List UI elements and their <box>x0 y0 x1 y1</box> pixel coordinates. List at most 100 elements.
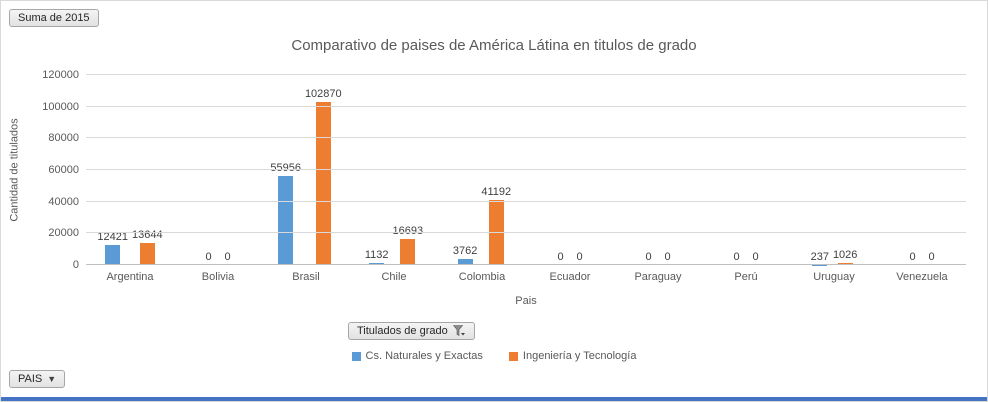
x-tick-label: Argentina <box>106 271 154 283</box>
value-label: 3762 <box>452 245 478 258</box>
y-axis-ticks: 0 20000 40000 60000 80000 100000 120000 <box>31 69 79 271</box>
bar-with-label: 13644 <box>132 229 163 265</box>
bar-with-label: 12421 <box>97 231 128 265</box>
value-label: 0 <box>576 251 583 263</box>
x-tick-label: Venezuela <box>896 271 948 283</box>
bar-with-label: 237 <box>811 251 829 265</box>
bar <box>457 259 473 265</box>
bar-with-label: 41192 <box>481 186 511 265</box>
filter-icon <box>452 325 465 336</box>
bar-with-label: 0 <box>660 251 675 265</box>
pivot-axis-button-label: PAIS <box>18 373 43 385</box>
bar-group: 3762 41192 <box>438 75 526 265</box>
legend-swatch-icon <box>508 351 518 361</box>
chart-title: Comparativo de paises de América Látina … <box>291 37 697 54</box>
gridline <box>86 232 966 234</box>
bar <box>278 176 294 265</box>
value-label: 102870 <box>304 88 342 101</box>
y-tick-label: 100000 <box>42 100 79 113</box>
bar-with-label: 0 <box>748 251 763 265</box>
bar-with-label: 0 <box>553 251 568 265</box>
value-label: 16693 <box>392 224 424 237</box>
bar-group: 12421 13644 <box>86 75 174 265</box>
legend-label: Ingeniería y Tecnología <box>522 350 637 362</box>
bar-with-label: 0 <box>905 251 920 265</box>
legend-item: Ingeniería y Tecnología <box>508 350 637 362</box>
bar-group: 237 1026 <box>790 75 878 265</box>
pivot-value-button-label: Suma de 2015 <box>18 12 90 24</box>
value-label: 0 <box>733 251 740 263</box>
bar <box>315 102 331 265</box>
bar-with-label: 1132 <box>365 249 389 265</box>
bar-with-label: 55956 <box>270 162 301 265</box>
value-label: 0 <box>224 251 231 263</box>
pivot-series-filter-button[interactable]: Titulados de grado <box>348 322 475 340</box>
x-axis-title: Pais <box>515 295 537 307</box>
value-label: 0 <box>752 251 759 263</box>
bar-group: 1132 16693 <box>350 75 438 265</box>
bar-with-label: 1026 <box>833 249 857 265</box>
bar <box>139 243 155 265</box>
value-label: 0 <box>664 251 671 263</box>
legend-item: Cs. Naturales y Exactas <box>351 350 483 362</box>
pivot-axis-button[interactable]: PAIS ▼ <box>9 370 66 388</box>
bar-group: 55956 102870 <box>262 75 350 265</box>
y-tick-label: 120000 <box>42 69 79 81</box>
y-tick-label: 40000 <box>48 195 79 208</box>
x-tick-label: Colombia <box>458 271 506 283</box>
bar-with-label: 0 <box>572 251 587 265</box>
y-tick-label: 80000 <box>48 132 79 145</box>
pivot-value-button[interactable]: Suma de 2015 <box>9 9 99 27</box>
bar-with-label: 0 <box>220 251 235 265</box>
bar <box>400 238 416 265</box>
chevron-down-icon: ▼ <box>47 373 57 384</box>
gridline <box>86 137 966 139</box>
value-label: 55956 <box>270 162 301 174</box>
gridline <box>86 169 966 170</box>
x-tick-label: Paraguay <box>634 271 682 283</box>
y-axis-title: Cantidad de titulados <box>9 118 22 222</box>
value-label: 0 <box>645 251 652 263</box>
x-tick-label: Brasil <box>292 271 320 283</box>
value-label: 12421 <box>97 231 128 244</box>
bar-with-label: 0 <box>729 251 744 265</box>
x-tick-label: Uruguay <box>813 271 855 283</box>
value-label: 1026 <box>832 249 858 262</box>
bar-with-label: 3762 <box>453 245 477 265</box>
x-axis-line <box>86 264 966 265</box>
value-label: 13644 <box>132 229 163 242</box>
pivot-series-button-label: Titulados de grado <box>357 325 448 337</box>
x-axis-labels: Argentina Bolivia Brasil Chile Colombia Ecuad… <box>86 271 966 283</box>
window-bottom-border <box>1 397 987 401</box>
value-label: 0 <box>205 251 212 263</box>
legend-label: Cs. Naturales y Exactas <box>365 350 483 362</box>
bar-with-label: 102870 <box>305 88 342 265</box>
x-tick-label: Chile <box>381 271 407 283</box>
x-tick-label: Bolivia <box>201 271 235 283</box>
gridline <box>86 105 966 107</box>
value-label: 0 <box>557 251 564 263</box>
plot-area: 1242113644005595610287011321669337624119… <box>86 74 966 265</box>
x-tick-label: Perú <box>734 271 758 283</box>
y-tick-label: 60000 <box>48 164 79 176</box>
value-label: 1132 <box>364 249 389 262</box>
y-tick-label: 0 <box>72 259 79 271</box>
legend: Cs. Naturales y Exactas Ingeniería y Tecn… <box>1 350 987 362</box>
bar-groups: 1242113644005595610287011321669337624119… <box>86 75 966 265</box>
y-tick-label: 20000 <box>48 227 79 240</box>
value-label: 41192 <box>481 185 512 198</box>
legend-swatch-icon <box>351 351 361 361</box>
bar-with-label: 0 <box>924 251 939 265</box>
bar-with-label: 16693 <box>392 224 424 265</box>
value-label: 237 <box>810 250 829 263</box>
value-label: 0 <box>928 251 935 263</box>
value-label: 0 <box>909 251 916 263</box>
bar-with-label: 0 <box>201 251 216 265</box>
gridline <box>86 74 966 75</box>
